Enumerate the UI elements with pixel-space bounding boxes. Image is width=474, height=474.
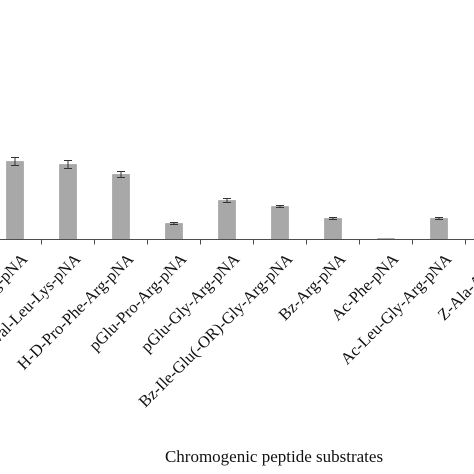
bar	[430, 218, 448, 240]
error-bar	[435, 217, 443, 220]
bar	[6, 161, 24, 240]
x-tick-label: pGlu-Pro-Arg-pNA	[85, 249, 190, 354]
x-tick-labels-layer: ...-pNA...Pro-Arg-pNAH-D-Val-Leu-Lys-pNA…	[0, 249, 474, 411]
x-axis-title: Chromogenic peptide substrates	[165, 447, 383, 466]
bar	[271, 206, 289, 240]
bar	[112, 174, 130, 240]
bar	[218, 200, 236, 240]
bar	[324, 218, 342, 240]
x-tick-label: pGlu-Gly-Arg-pNA	[137, 249, 244, 356]
error-bar	[117, 171, 125, 178]
bar	[165, 223, 183, 240]
error-bar	[64, 160, 72, 169]
error-bar	[11, 157, 19, 166]
error-bar	[223, 198, 231, 203]
x-ticks-layer	[41, 239, 466, 245]
bar	[59, 164, 77, 240]
error-bar	[170, 222, 178, 225]
error-bar	[329, 217, 337, 220]
error-bar	[276, 205, 284, 208]
bars-layer	[6, 157, 448, 240]
